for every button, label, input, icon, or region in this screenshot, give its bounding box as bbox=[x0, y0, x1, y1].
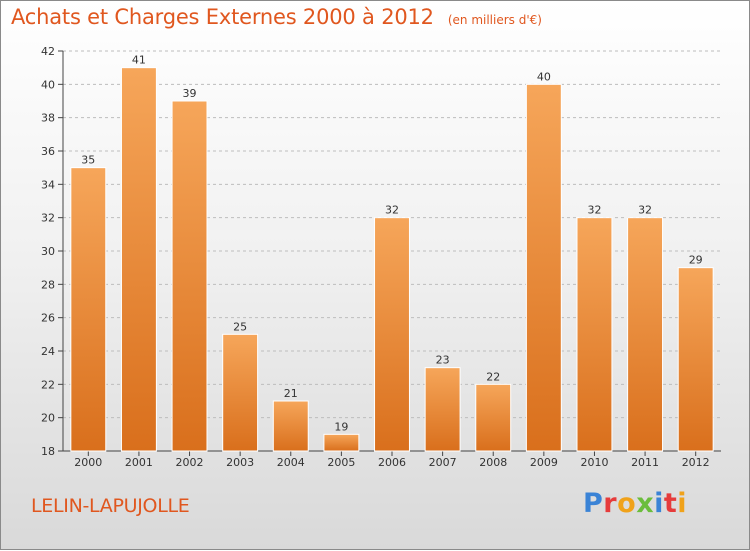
x-tick-label-2007: 2007 bbox=[429, 456, 457, 469]
y-tick-label: 20 bbox=[41, 412, 55, 425]
data-label-2006: 32 bbox=[385, 204, 399, 217]
y-tick-label: 28 bbox=[41, 278, 55, 291]
y-tick-label: 42 bbox=[41, 45, 55, 58]
title-text: Achats et Charges Externes 2000 à 2012 bbox=[11, 5, 434, 29]
x-tick-label-2002: 2002 bbox=[176, 456, 204, 469]
y-tick-label: 22 bbox=[41, 378, 55, 391]
x-tick-label-2006: 2006 bbox=[378, 456, 406, 469]
bar-2007 bbox=[424, 367, 461, 452]
y-tick-label: 30 bbox=[41, 245, 55, 258]
data-label-2007: 23 bbox=[436, 354, 450, 367]
bar-2010 bbox=[576, 217, 613, 452]
y-tick-label: 40 bbox=[41, 78, 55, 91]
x-tick-label-2000: 2000 bbox=[74, 456, 102, 469]
bar-2005 bbox=[323, 433, 360, 452]
data-label-2003: 25 bbox=[233, 320, 247, 333]
x-tick-label-2011: 2011 bbox=[631, 456, 659, 469]
chart-title: Achats et Charges Externes 2000 à 2012 (e… bbox=[11, 5, 542, 29]
x-tick-label-2003: 2003 bbox=[226, 456, 254, 469]
data-label-2001: 41 bbox=[132, 54, 146, 67]
bar-2009 bbox=[525, 83, 562, 452]
x-tick-label-2012: 2012 bbox=[682, 456, 710, 469]
data-label-2012: 29 bbox=[689, 254, 703, 267]
data-label-2004: 21 bbox=[284, 387, 298, 400]
x-tick-label-2004: 2004 bbox=[277, 456, 305, 469]
bar-2008 bbox=[475, 383, 512, 452]
x-tick-label-2005: 2005 bbox=[327, 456, 355, 469]
data-label-2008: 22 bbox=[486, 370, 500, 383]
y-tick-label: 24 bbox=[41, 345, 55, 358]
y-tick-label: 18 bbox=[41, 445, 55, 458]
data-label-2005: 19 bbox=[334, 420, 348, 433]
data-label-2000: 35 bbox=[81, 154, 95, 167]
y-tick-label: 36 bbox=[41, 145, 55, 158]
data-label-2011: 32 bbox=[638, 204, 652, 217]
bar-2001 bbox=[120, 67, 157, 452]
labels: 18 20 22 24 26 28 30 32 34 36 38 40 42 35 2000 41 2001 39… bbox=[41, 45, 710, 469]
y-tick-label: 34 bbox=[41, 178, 55, 191]
unit-label: (en milliers d'€) bbox=[447, 13, 542, 27]
y-tick-label: 26 bbox=[41, 312, 55, 325]
bar-2003 bbox=[222, 333, 259, 452]
bar-2006 bbox=[374, 217, 410, 452]
x-tick-label-2010: 2010 bbox=[580, 456, 608, 469]
bars bbox=[70, 67, 714, 452]
data-label-2009: 40 bbox=[537, 70, 551, 83]
y-tick-label: 38 bbox=[41, 112, 55, 125]
city-name: LELIN-LAPUJOLLE bbox=[31, 495, 190, 517]
data-label-2002: 39 bbox=[183, 87, 197, 100]
data-label-2010: 32 bbox=[587, 204, 601, 217]
x-tick-label-2009: 2009 bbox=[530, 456, 558, 469]
bar-2012 bbox=[677, 267, 714, 452]
x-tick-label-2008: 2008 bbox=[479, 456, 507, 469]
y-tick-label: 32 bbox=[41, 212, 55, 225]
proxiti-logo: Proxiti bbox=[583, 488, 688, 519]
bar-2000 bbox=[70, 167, 107, 452]
bar-2002 bbox=[171, 100, 208, 452]
bar-2011 bbox=[627, 217, 664, 452]
x-tick-label-2001: 2001 bbox=[125, 456, 153, 469]
bar-2004 bbox=[272, 400, 309, 452]
